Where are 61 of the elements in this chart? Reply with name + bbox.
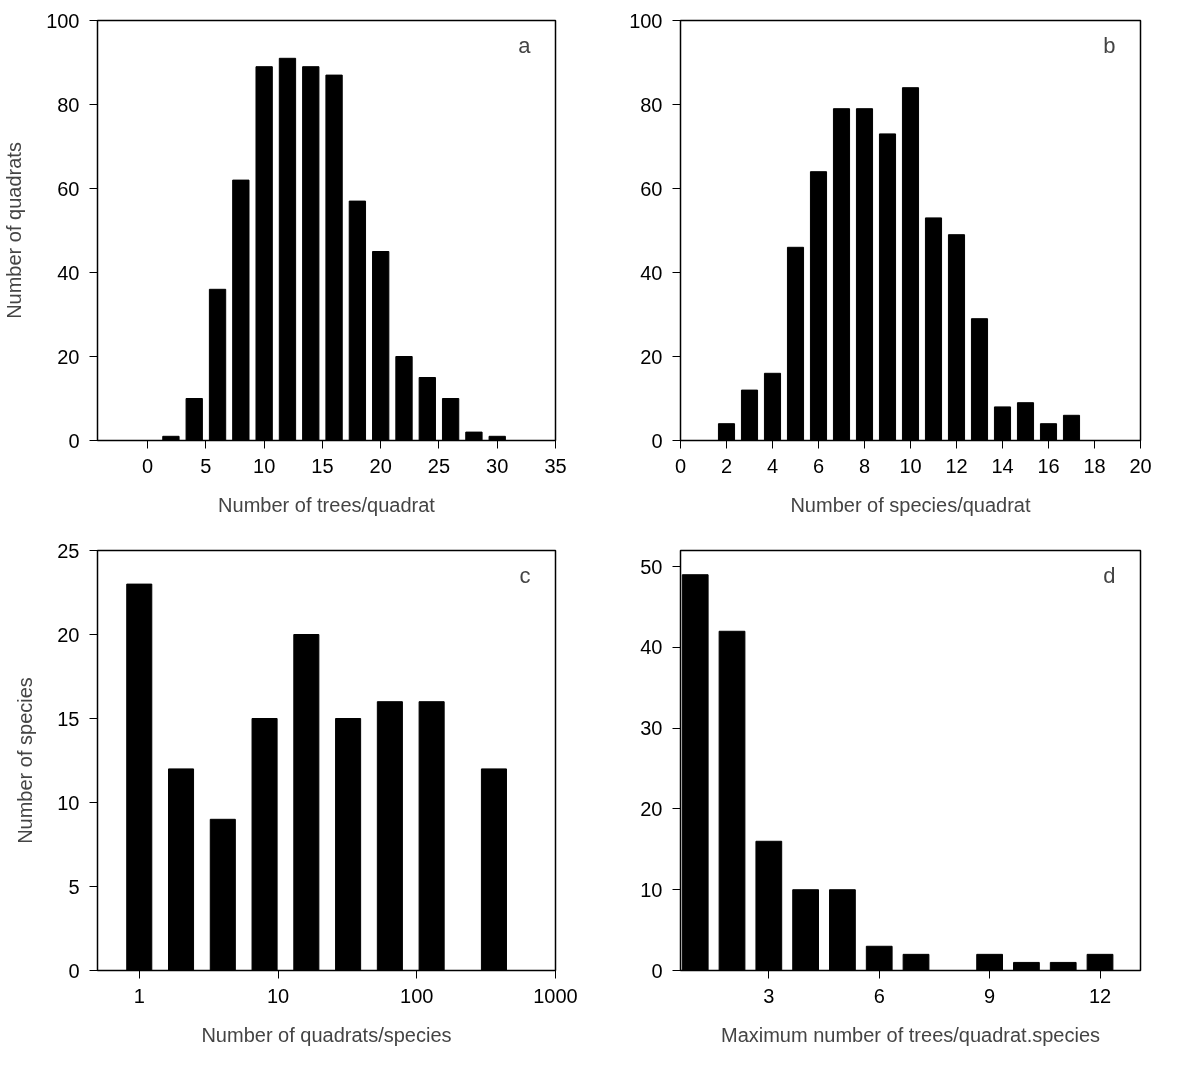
x-tick-label: 6 [873, 984, 885, 1007]
y-tick-label: 0 [68, 959, 80, 982]
y-tick-label: 0 [651, 959, 663, 982]
x-tick-label: 30 [486, 454, 509, 477]
y-axis-title: Number of quadrats [3, 142, 26, 319]
x-tick-label: 16 [1037, 454, 1060, 477]
x-tick-label: 0 [142, 454, 154, 477]
y-tick-label: 30 [640, 717, 663, 740]
y-tick-label: 5 [68, 875, 80, 898]
x-tick-label: 5 [200, 454, 212, 477]
x-tick-label: 10 [253, 454, 276, 477]
x-axis-title: Maximum number of trees/quadrat.species [720, 1023, 1101, 1046]
y-tick-label: 20 [57, 345, 80, 368]
y-tick-label: 10 [57, 791, 80, 814]
y-tick-label: 50 [640, 555, 663, 578]
annotation: c [519, 562, 531, 588]
y-tick-label: 0 [651, 429, 663, 452]
annotation: d [1103, 562, 1116, 588]
x-tick-label: 4 [766, 454, 779, 477]
x-tick-label: 1000 [533, 984, 578, 1007]
y-tick-label: 100 [46, 9, 80, 32]
x-tick-label: 20 [369, 454, 392, 477]
y-tick-label: 40 [640, 261, 663, 284]
x-tick-label: 12 [1088, 984, 1112, 1007]
x-tick-label: 6 [812, 454, 825, 477]
x-tick-label: 8 [858, 454, 871, 477]
y-tick-label: 100 [629, 9, 663, 32]
x-tick-label: 9 [984, 984, 996, 1007]
y-tick-label: 20 [57, 623, 80, 646]
x-tick-label: 18 [1083, 454, 1106, 477]
x-tick-label: 35 [544, 454, 567, 477]
annotation: a [518, 32, 532, 58]
y-tick-label: 0 [68, 429, 80, 452]
y-tick-label: 80 [57, 93, 80, 116]
x-axis-title: Number of trees/quadrat [218, 493, 436, 516]
y-tick-label: 20 [640, 345, 663, 368]
x-axis-title: Number of quadrats/species [201, 1023, 452, 1046]
y-axis-title: Number of species [14, 677, 37, 844]
y-tick-label: 40 [640, 636, 663, 659]
annotation: b [1103, 32, 1116, 58]
x-tick-label: 12 [945, 454, 968, 477]
y-tick-label: 20 [640, 797, 663, 820]
x-tick-label: 15 [311, 454, 334, 477]
x-tick-label: 2 [720, 454, 733, 477]
y-tick-label: 80 [640, 93, 663, 116]
x-tick-label: 20 [1129, 454, 1152, 477]
x-tick-label: 14 [991, 454, 1014, 477]
x-tick-label: 1 [133, 984, 145, 1007]
x-tick-label: 0 [674, 454, 687, 477]
y-tick-label: 25 [57, 539, 80, 562]
x-tick-label: 100 [400, 984, 434, 1007]
y-tick-label: 15 [57, 707, 80, 730]
x-tick-label: 25 [427, 454, 451, 477]
x-tick-label: 3 [763, 984, 775, 1007]
x-axis-title: Number of species/quadrat [790, 493, 1032, 516]
y-tick-label: 60 [640, 177, 663, 200]
x-tick-label: 10 [266, 984, 290, 1007]
y-tick-label: 60 [57, 177, 80, 200]
y-tick-label: 10 [640, 878, 663, 901]
x-tick-label: 10 [899, 454, 922, 477]
y-tick-label: 40 [57, 261, 80, 284]
